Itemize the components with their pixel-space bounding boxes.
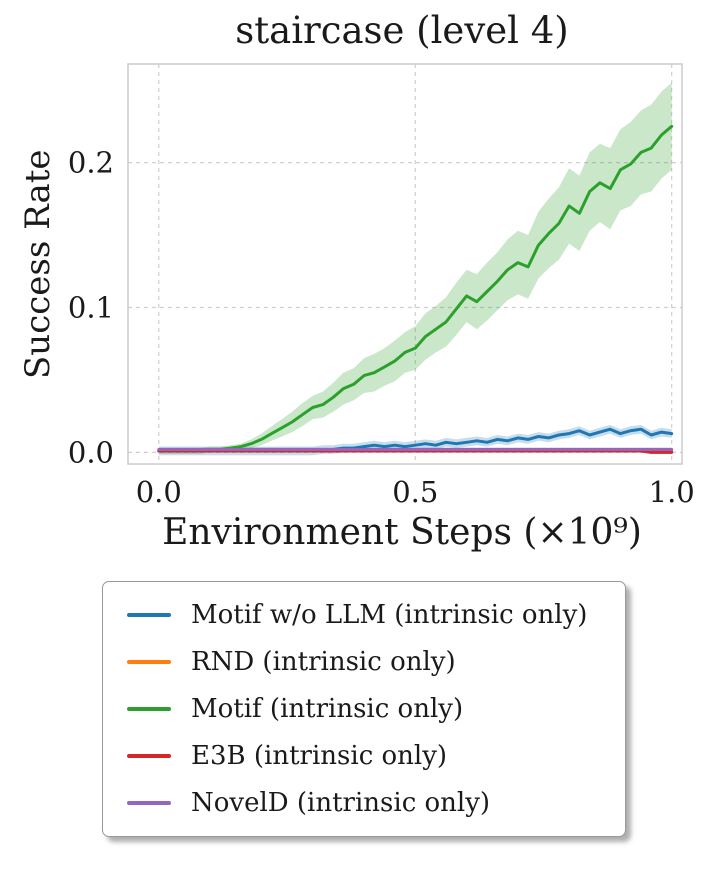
- confidence-band: [158, 424, 672, 456]
- chart-title: staircase (level 4): [235, 9, 569, 52]
- x-tick-label: 0.5: [392, 475, 438, 508]
- x-tick-label: 0.0: [136, 475, 182, 508]
- legend-label: Motif w/o LLM (intrinsic only): [191, 600, 588, 631]
- legend-label: E3B (intrinsic only): [191, 740, 448, 771]
- axes-frame: [127, 63, 683, 465]
- series-line: [157, 124, 674, 453]
- y-tick-label: 0.1: [68, 291, 114, 325]
- legend: Motif w/o LLM (intrinsic only) RND (intri…: [102, 581, 626, 837]
- legend-line-swatch: [127, 660, 171, 665]
- plot-area: 0.0 0.5 1.0 0.0 0.1 0.2: [68, 63, 695, 508]
- legend-line-swatch: [127, 706, 171, 711]
- x-tick-label: 1.0: [649, 475, 695, 508]
- legend-label: RND (intrinsic only): [191, 647, 456, 678]
- y-tick-label: 0.2: [68, 146, 114, 180]
- legend-line-swatch: [127, 753, 171, 758]
- legend-line-swatch: [127, 613, 171, 618]
- legend-item: E3B (intrinsic only): [123, 741, 605, 771]
- legend-item: Motif (intrinsic only): [123, 694, 605, 724]
- legend-item: RND (intrinsic only): [123, 647, 605, 677]
- y-axis-label: Success Rate: [18, 149, 58, 379]
- legend-label: Motif (intrinsic only): [191, 693, 464, 724]
- y-tick-label: 0.0: [68, 435, 114, 469]
- series-line: [157, 449, 674, 454]
- legend-item: NovelD (intrinsic only): [123, 788, 605, 818]
- legend-label: NovelD (intrinsic only): [191, 787, 491, 818]
- legend-item: Motif w/o LLM (intrinsic only): [123, 600, 605, 630]
- plot-region: Success Rate 0.0 0.5 1.0 0.0 0.1 0.2: [0, 58, 708, 508]
- x-axis-label: Environment Steps (×10⁹): [162, 512, 642, 553]
- legend-line-swatch: [127, 800, 171, 805]
